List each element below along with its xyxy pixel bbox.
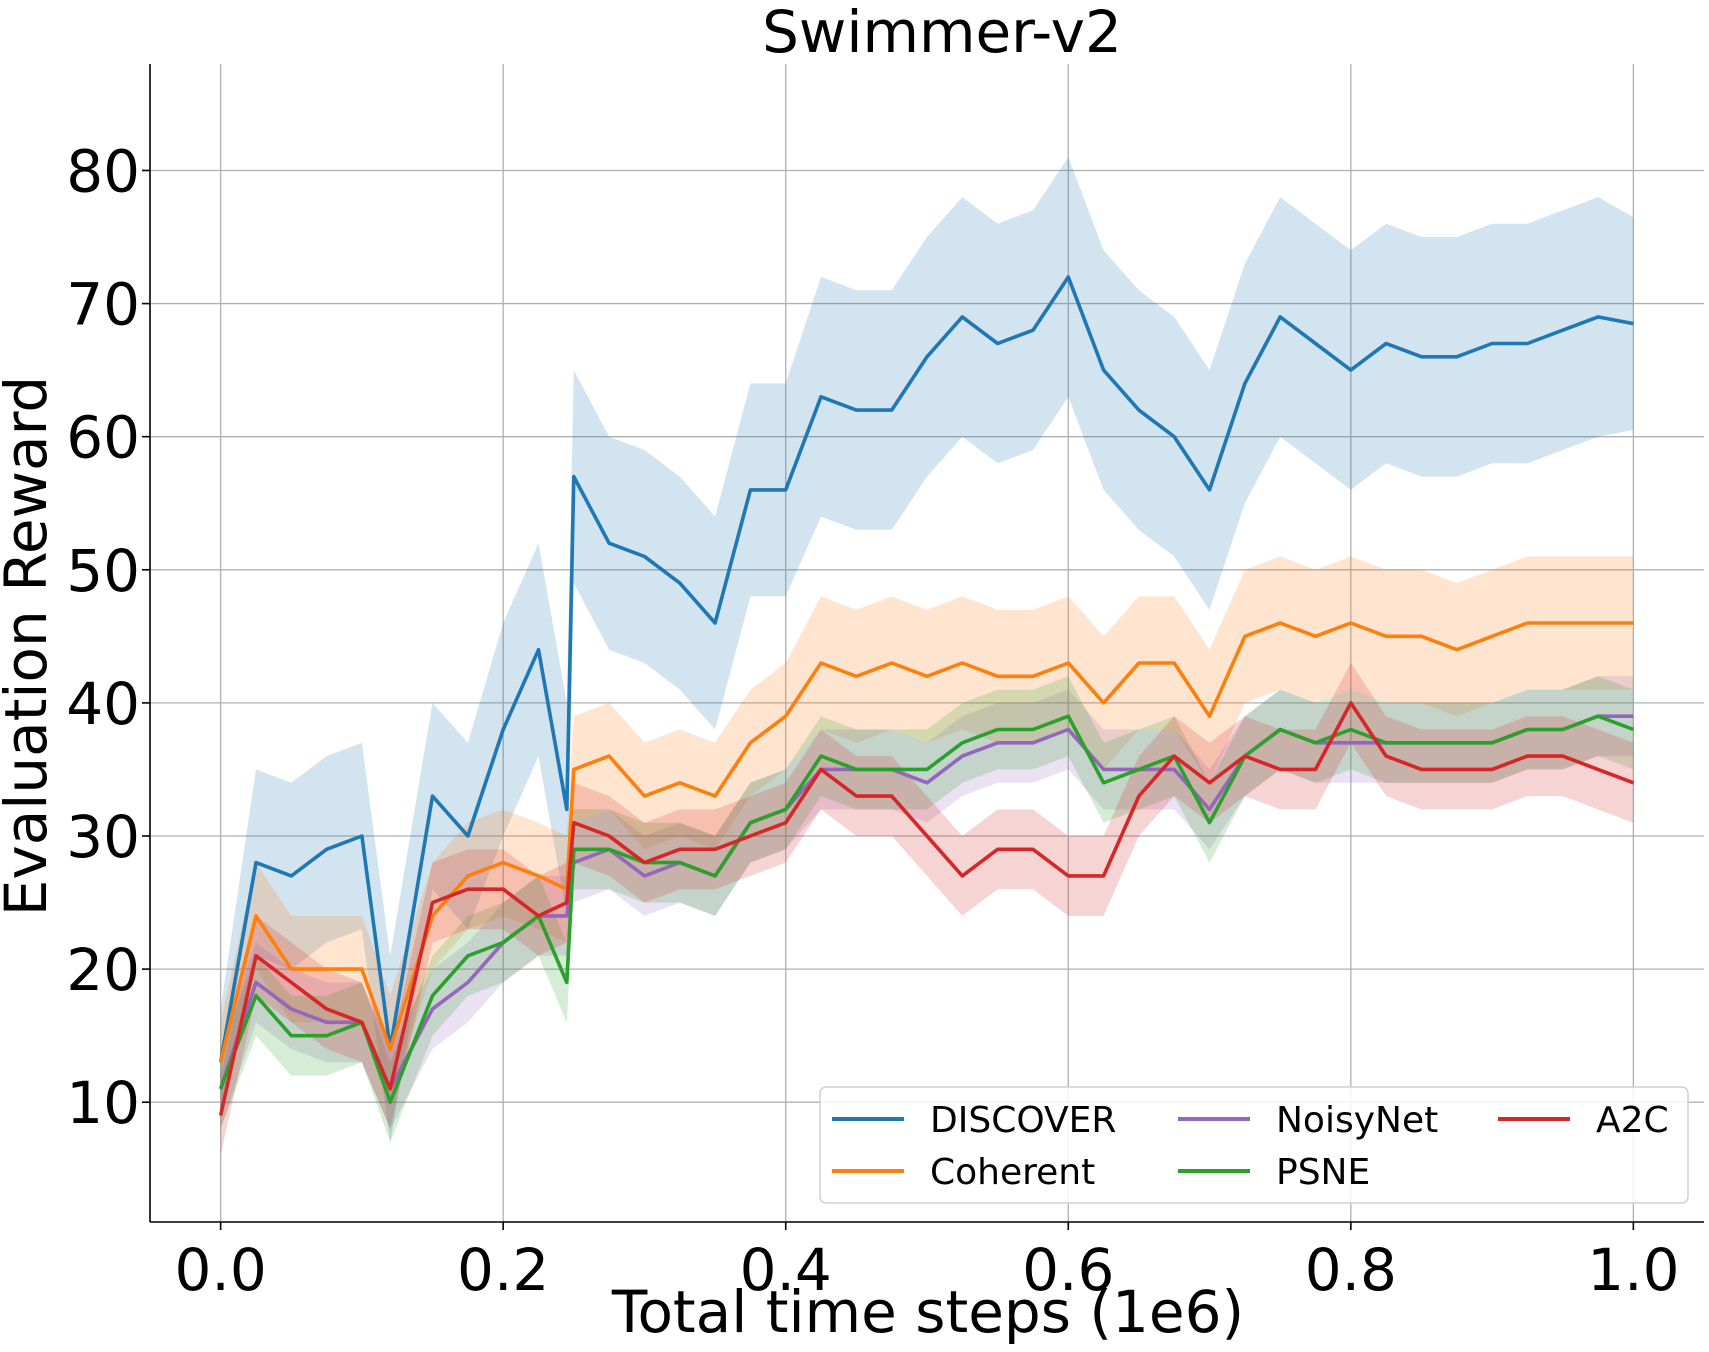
series-line-coherent xyxy=(218,621,1634,1063)
band-coherent xyxy=(220,556,1634,1103)
x-axis-label: Total time steps (1e6) xyxy=(611,1278,1244,1346)
x-tick-label: 1.0 xyxy=(1587,1236,1679,1304)
x-tick-label: 0.6 xyxy=(1022,1236,1114,1304)
legend-label: PSNE xyxy=(1276,1152,1370,1193)
confidence-bands xyxy=(220,157,1634,1156)
axes xyxy=(149,64,1704,1223)
y-axis-label: Evaluation Reward xyxy=(0,376,60,916)
legend: DISCOVER Coherent NoisyNet PSNE A2C xyxy=(819,1086,1689,1204)
x-tick-label: 0.0 xyxy=(175,1236,267,1304)
legend-item-discover: DISCOVER xyxy=(832,1100,1116,1141)
legend-item-psne: PSNE xyxy=(1178,1152,1370,1193)
series-line-a2c xyxy=(218,701,1635,1116)
legend-item-coherent: Coherent xyxy=(832,1152,1095,1193)
legend-label: NoisyNet xyxy=(1276,1100,1438,1141)
y-tick-label: 20 xyxy=(66,936,140,1004)
legend-label: Coherent xyxy=(930,1152,1095,1193)
band-discover xyxy=(220,157,1634,1143)
y-tick-label: 60 xyxy=(66,404,140,472)
legend-item-a2c: A2C xyxy=(1498,1100,1669,1141)
legend-label: A2C xyxy=(1596,1100,1669,1141)
series-line-discover xyxy=(218,275,1634,1063)
chart-title: Swimmer-v2 xyxy=(762,0,1122,66)
y-tick-label: 50 xyxy=(66,537,140,605)
grid xyxy=(150,64,1704,1222)
y-tick-label: 70 xyxy=(66,271,140,339)
legend-label: DISCOVER xyxy=(930,1100,1116,1141)
x-tick-label: 0.2 xyxy=(457,1236,549,1304)
legend-box xyxy=(819,1086,1689,1204)
x-tick-label: 0.8 xyxy=(1305,1236,1397,1304)
tick-labels: 0.0 0.2 0.4 0.6 0.8 1.0 10 20 30 40 50 60 70 80 xyxy=(66,137,1679,1304)
band-noisynet xyxy=(220,676,1634,1129)
y-tick-label: 10 xyxy=(66,1069,140,1137)
legend-item-noisynet: NoisyNet xyxy=(1178,1100,1438,1141)
series-line-psne xyxy=(218,714,1635,1104)
y-tick-label: 80 xyxy=(66,137,140,205)
y-tick-label: 40 xyxy=(66,670,140,738)
x-tick-label: 0.4 xyxy=(740,1236,832,1304)
y-tick-label: 30 xyxy=(66,803,140,871)
series-lines xyxy=(218,275,1635,1116)
